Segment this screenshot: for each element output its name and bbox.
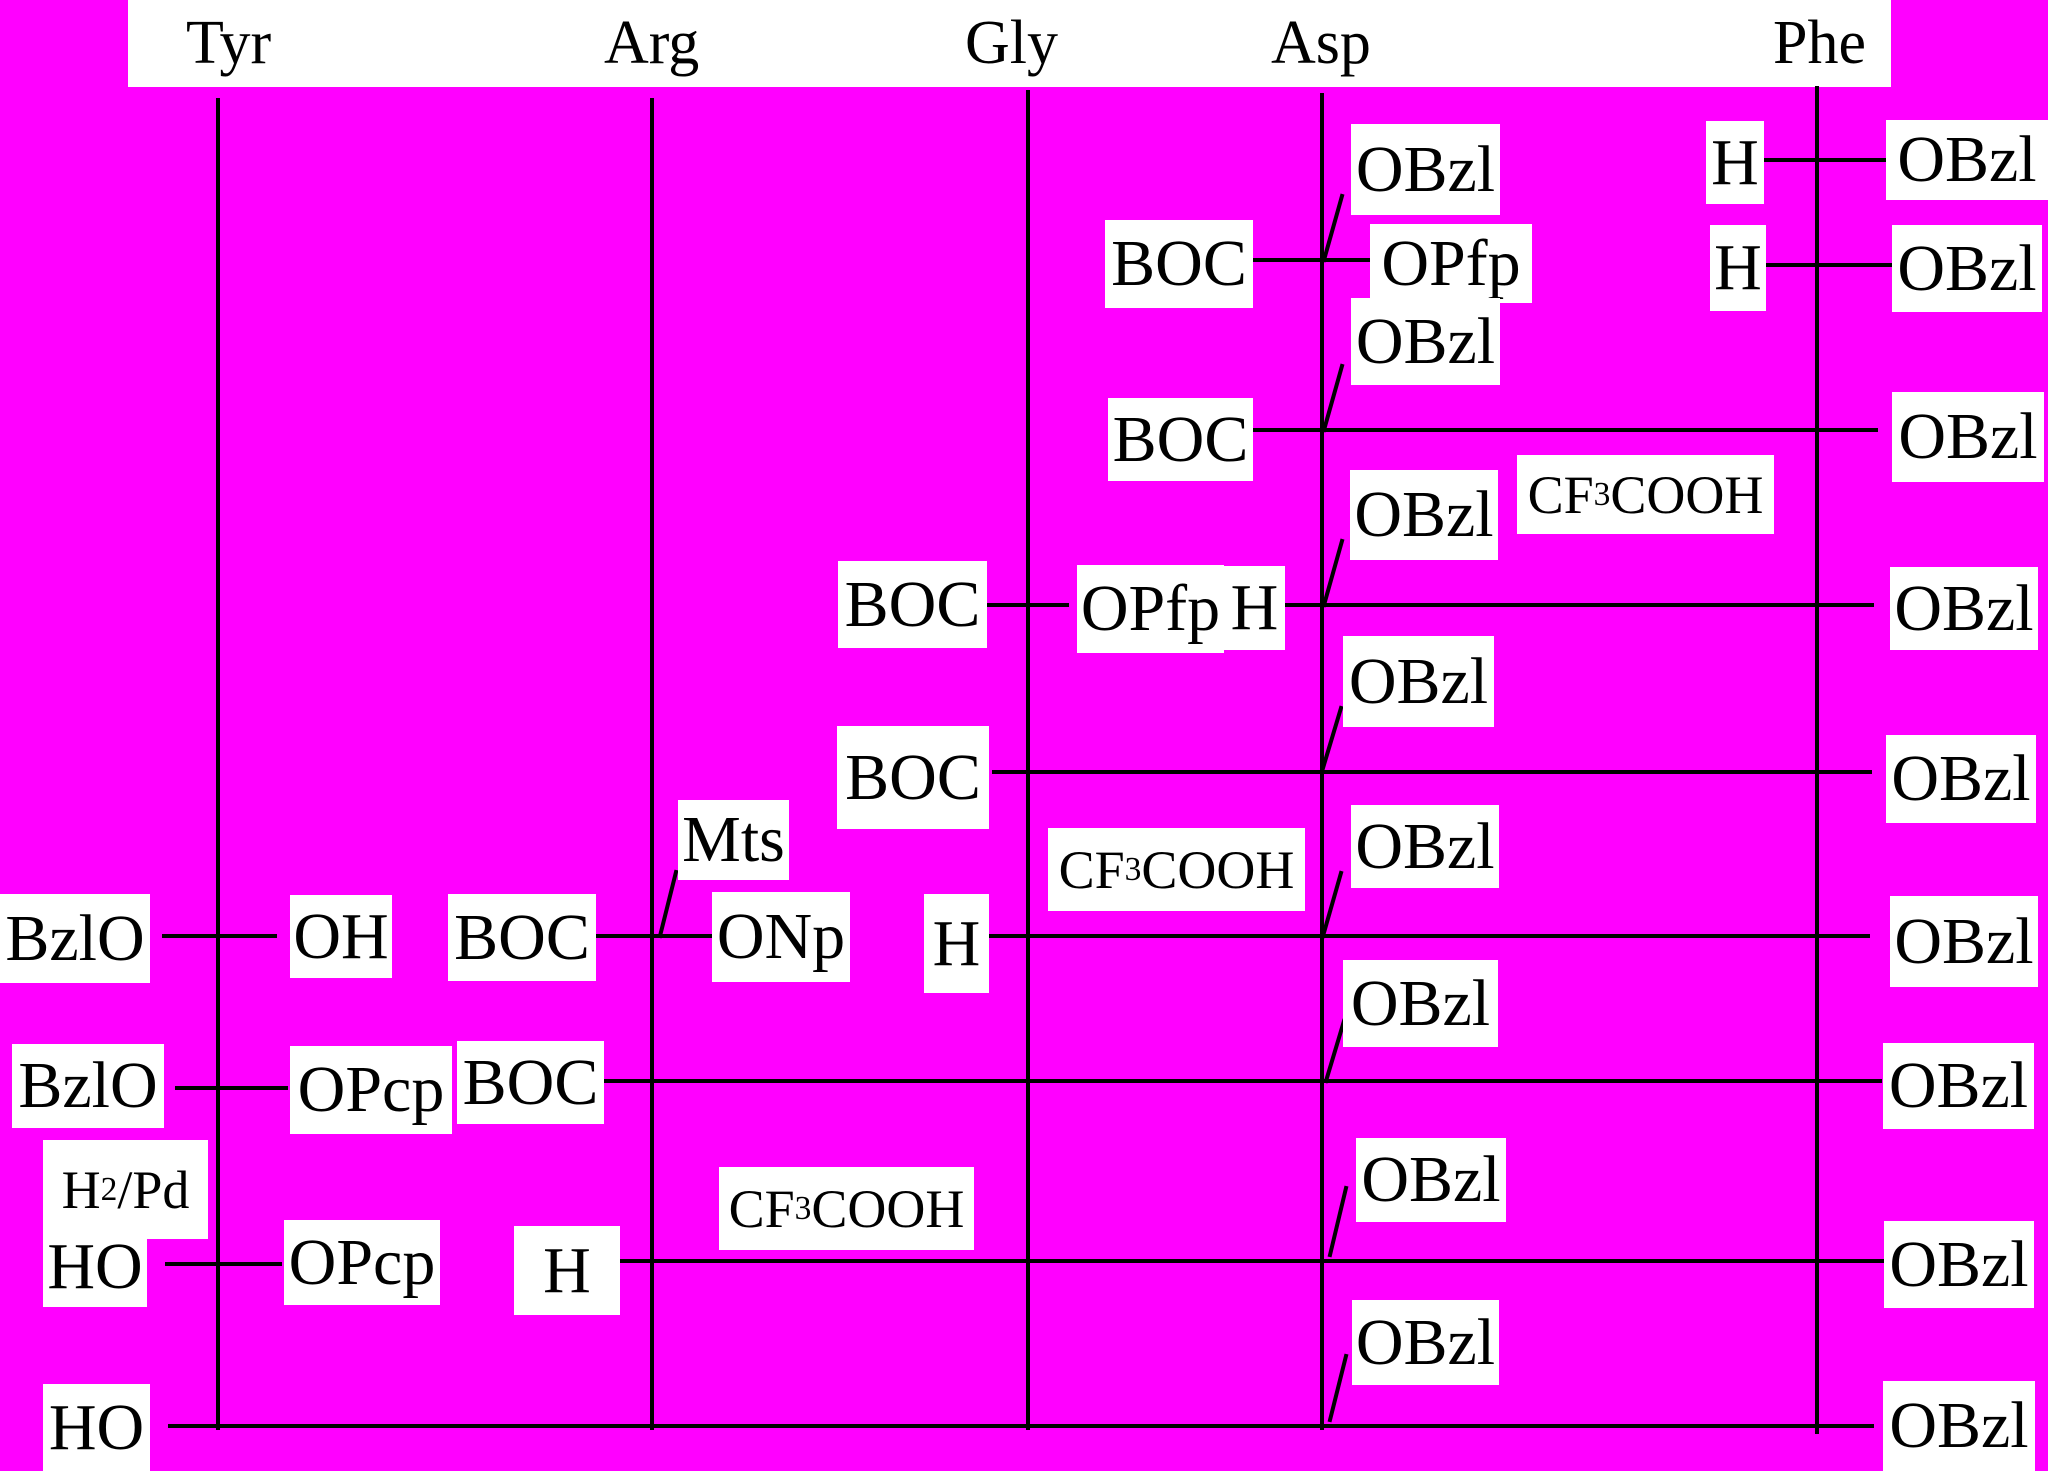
residue-asp: Asp <box>1271 9 1371 77</box>
dipeptide-n-h: H <box>1224 566 1285 650</box>
residue-tyr: Tyr <box>186 9 272 77</box>
asp-c-opfp: OPfp <box>1370 224 1532 303</box>
tfa-deprotection-label: CF 3 COOH <box>719 1167 974 1250</box>
reagent-suffix: COOH <box>1610 464 1764 525</box>
dipeptide-c-obzl: OBzl <box>1890 567 2038 650</box>
asp-side-chain-obzl: OBzl <box>1350 470 1498 560</box>
tyr-c-opcp: OPcp <box>290 1046 452 1134</box>
tetrapeptide-n-boc: BOC <box>457 1041 604 1124</box>
tyr-c-oh: OH <box>290 895 392 978</box>
tripeptide-n-boc: BOC <box>837 726 989 829</box>
tetrapeptide-c-obzl: OBzl <box>1884 1221 2034 1308</box>
asp-side-chain-obzl: OBzl <box>1343 636 1494 727</box>
tyr-side-chain-ho: HO <box>43 1226 147 1307</box>
phe-n-h: H <box>1706 121 1764 204</box>
reagent-subscript: 3 <box>794 1189 812 1227</box>
tripeptide-c-obzl: OBzl <box>1886 735 2036 823</box>
asp-n-boc: BOC <box>1105 220 1253 308</box>
reagent-prefix: CF <box>1527 464 1594 525</box>
reagent-suffix: /Pd <box>117 1159 190 1220</box>
pentapeptide-ho: HO <box>43 1384 150 1471</box>
tripeptide-c-obzl: OBzl <box>1890 896 2038 987</box>
reagent-prefix: CF <box>1058 839 1125 900</box>
gly-n-boc: BOC <box>838 561 987 648</box>
pentapeptide-c-obzl: OBzl <box>1883 1381 2035 1471</box>
asp-side-chain-obzl: OBzl <box>1351 298 1500 385</box>
arg-c-onp: ONp <box>712 892 850 982</box>
gly-c-opfp: OPfp <box>1077 565 1224 653</box>
phe-c-obzl: OBzl <box>1886 120 2048 200</box>
asp-side-chain-obzl: OBzl <box>1351 805 1499 888</box>
tetrapeptide-n-h: H <box>514 1226 620 1315</box>
asp-side-chain-obzl: OBzl <box>1351 124 1500 215</box>
tetrapeptide-c-obzl: OBzl <box>1883 1043 2034 1129</box>
dipeptide-n-boc: BOC <box>1108 398 1253 481</box>
reagent-suffix: COOH <box>811 1178 965 1239</box>
phe-n-h: H <box>1710 225 1766 311</box>
arg-n-boc: BOC <box>448 894 596 981</box>
reagent-prefix: H <box>61 1159 101 1220</box>
asp-side-chain-obzl: OBzl <box>1352 1300 1499 1385</box>
tyr-c-opcp: OPcp <box>284 1220 440 1305</box>
residue-phe: Phe <box>1773 9 1866 77</box>
tyr-side-chain-bzlo: BzlO <box>0 894 150 983</box>
tyr-side-chain-bzlo: BzlO <box>12 1044 164 1128</box>
reagent-prefix: CF <box>728 1178 795 1239</box>
tfa-deprotection-label: CF 3 COOH <box>1517 455 1774 534</box>
tripeptide-n-h: H <box>924 894 989 993</box>
reagent-subscript: 3 <box>1124 850 1142 888</box>
residue-gly: Gly <box>965 9 1058 77</box>
phe-c-obzl: OBzl <box>1892 225 2042 312</box>
tfa-deprotection-label: CF 3 COOH <box>1048 828 1305 911</box>
asp-side-chain-obzl: OBzl <box>1356 1138 1506 1222</box>
reagent-suffix: COOH <box>1141 839 1295 900</box>
reagent-subscript: 3 <box>1593 475 1611 513</box>
arg-side-chain-mts: Mts <box>678 800 789 880</box>
reagent-subscript: 2 <box>100 1170 118 1208</box>
dipeptide-c-obzl: OBzl <box>1892 392 2044 482</box>
asp-side-chain-obzl: OBzl <box>1343 960 1498 1047</box>
residue-arg: Arg <box>604 9 700 77</box>
residue-header: Tyr Arg Gly Asp Phe <box>128 0 1891 87</box>
